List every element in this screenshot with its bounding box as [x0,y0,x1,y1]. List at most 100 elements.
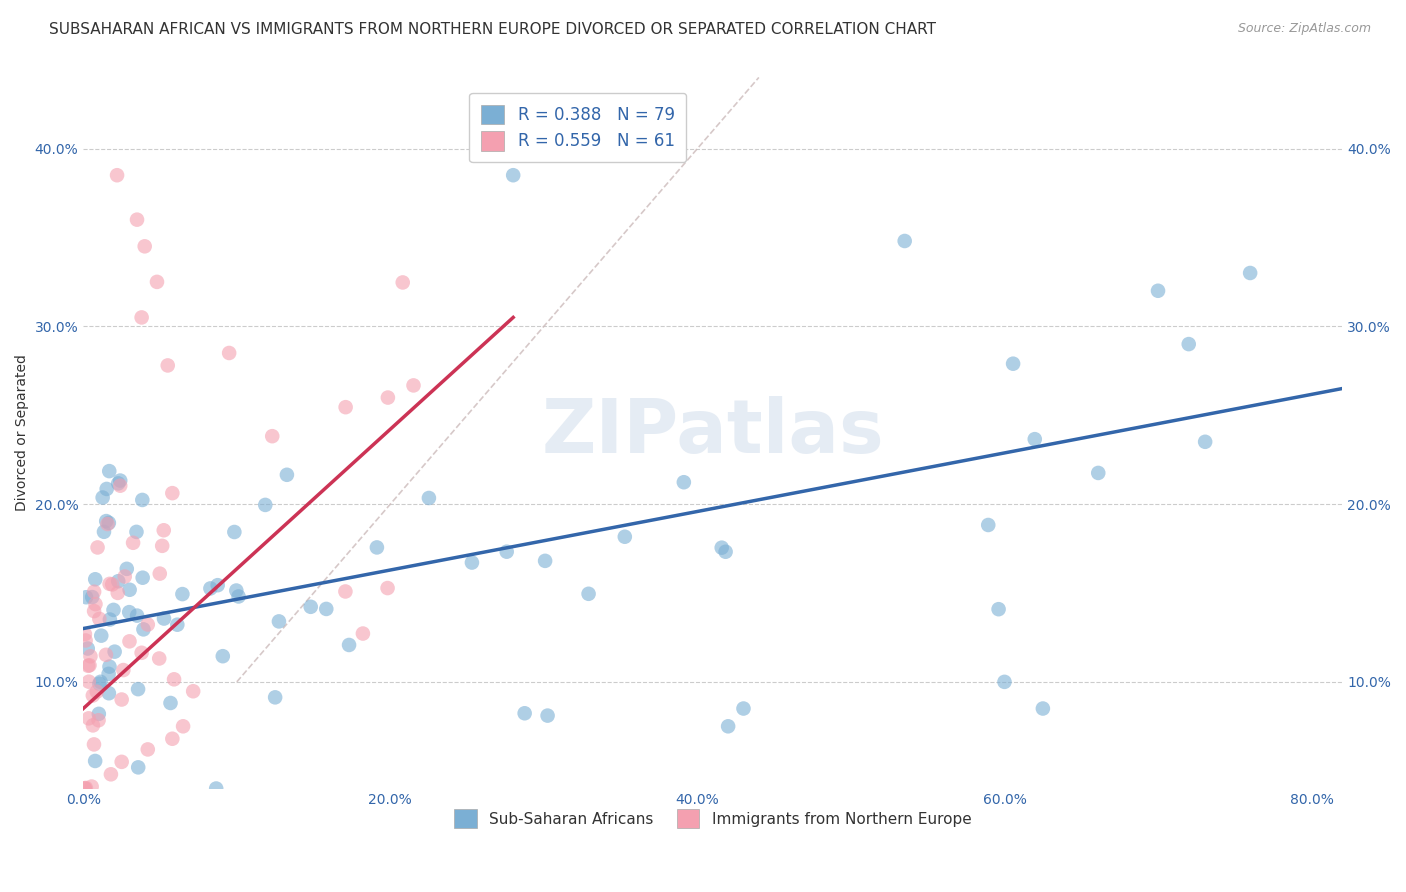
Point [149,566,172,581]
Point [162,731,184,746]
Point [108,474,131,488]
Point [162,486,184,500]
Point [578,587,600,601]
Point [710,541,733,555]
Point [118,582,141,597]
Point [205,781,228,796]
Point [77,658,100,673]
Point [402,378,425,392]
Point [146,275,169,289]
Point [714,545,737,559]
Point [107,476,129,491]
Point [672,475,695,490]
Point [94,648,117,662]
Point [131,492,153,507]
Point [172,587,194,601]
Point [893,234,915,248]
Point [118,634,141,648]
Point [131,646,153,660]
Point [84,572,107,586]
Point [1239,266,1261,280]
Point [73,781,96,796]
Point [111,692,134,706]
Point [80,780,103,794]
Point [131,310,153,325]
Point [1147,284,1170,298]
Point [98,613,121,627]
Point [91,491,114,505]
Point [125,212,148,227]
Text: ZIPatlas: ZIPatlas [541,396,884,469]
Point [254,498,277,512]
Point [335,400,357,414]
Point [267,615,290,629]
Point [79,658,101,673]
Point [377,391,399,405]
Point [96,482,118,496]
Point [132,623,155,637]
Point [76,641,98,656]
Point [153,611,176,625]
Point [335,584,357,599]
Point [75,780,97,795]
Point [97,666,120,681]
Point [101,577,124,591]
Point [86,684,108,698]
Point [613,530,636,544]
Point [166,617,188,632]
Point [200,582,222,596]
Text: SUBSAHARAN AFRICAN VS IMMIGRANTS FROM NORTHERN EUROPE DIVORCED OR SEPARATED CORR: SUBSAHARAN AFRICAN VS IMMIGRANTS FROM NO… [49,22,936,37]
Point [148,651,170,665]
Point [228,590,250,604]
Point [104,645,127,659]
Point [82,590,104,604]
Point [156,359,179,373]
Point [136,617,159,632]
Point [159,696,181,710]
Point [211,649,233,664]
Point [733,701,755,715]
Point [391,276,413,290]
Point [1024,432,1046,446]
Point [299,599,322,614]
Point [136,742,159,756]
Point [89,676,111,690]
Point [315,602,337,616]
Point [1032,701,1054,715]
Point [1002,357,1025,371]
Point [111,755,134,769]
Point [418,491,440,505]
Point [107,586,129,600]
Point [225,583,247,598]
Point [75,591,97,605]
Point [77,711,100,725]
Point [98,577,121,591]
Point [495,544,517,558]
Point [75,633,97,648]
Point [207,578,229,592]
Point [86,541,108,555]
Point [1177,337,1199,351]
Point [82,718,104,732]
Point [163,673,186,687]
Point [987,602,1010,616]
Point [107,574,129,589]
Point [82,689,104,703]
Point [276,467,298,482]
Point [112,663,135,677]
Point [98,659,121,673]
Legend: Sub-Saharan Africans, Immigrants from Northern Europe: Sub-Saharan Africans, Immigrants from No… [449,804,977,834]
Point [83,604,105,618]
Point [97,686,120,700]
Point [224,524,246,539]
Point [83,584,105,599]
Text: Source: ZipAtlas.com: Source: ZipAtlas.com [1237,22,1371,36]
Point [502,168,524,182]
Point [93,524,115,539]
Point [115,562,138,576]
Point [83,738,105,752]
Point [125,608,148,623]
Point [110,478,132,492]
Point [96,514,118,528]
Point [977,518,1000,533]
